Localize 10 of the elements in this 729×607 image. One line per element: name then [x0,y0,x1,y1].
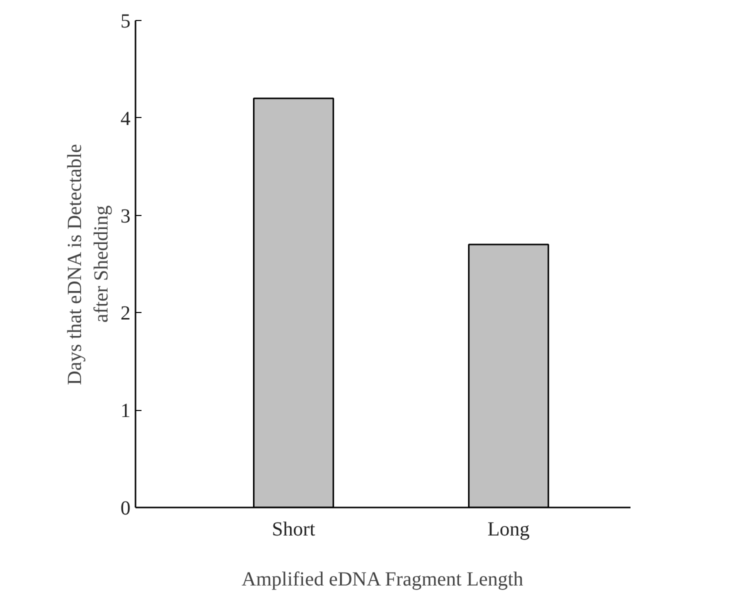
x-axis-title: Amplified eDNA Fragment Length [242,568,524,590]
y-tick-label: 1 [120,400,130,422]
y-tick-label: 5 [120,10,130,32]
x-tick-label: Short [272,518,316,540]
y-tick-label: 3 [120,205,130,228]
y-axis-title: Days that eDNA is Detectable after Shedding [64,144,112,386]
x-tick-label: Long [487,518,530,540]
y-tick-label: 0 [120,498,130,520]
y-tick-label: 4 [120,108,130,130]
y-tick-label: 2 [120,302,130,325]
